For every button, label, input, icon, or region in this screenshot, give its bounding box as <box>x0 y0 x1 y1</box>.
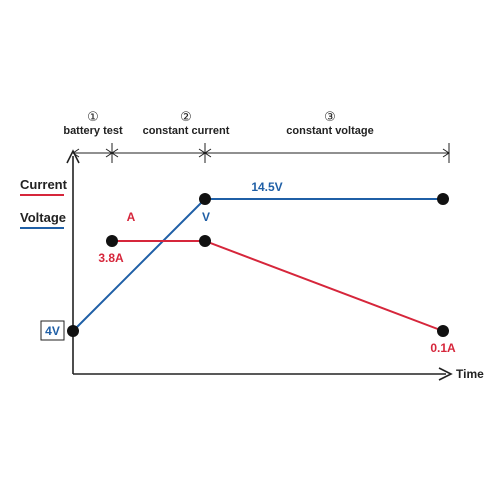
legend-current-label: Current <box>20 177 68 192</box>
phase-2-number: ② <box>180 109 192 124</box>
start-voltage-box <box>40 320 65 341</box>
y-axis-arrow <box>66 149 80 164</box>
point-current-start <box>106 235 118 247</box>
phase-2-label: constant current <box>143 125 230 137</box>
phase-1-label: battery test <box>63 125 123 137</box>
current-unit-label: A <box>127 210 136 224</box>
point-current-end <box>437 325 449 337</box>
phase-arrow-start <box>72 148 80 158</box>
start-voltage-label: 4V <box>45 324 60 338</box>
phase-3-label: constant voltage <box>286 125 373 137</box>
point-voltage-cv-start <box>199 193 211 205</box>
point-current-cc-end <box>199 235 211 247</box>
phase-arrow-1-right <box>111 148 119 158</box>
current-line <box>112 240 444 332</box>
end-current-label: 0.1A <box>430 341 456 355</box>
phase-arrow-2-right <box>204 148 212 158</box>
phase-1-number: ① <box>87 109 99 124</box>
current-value-label: 3.8A <box>98 251 124 265</box>
point-voltage-end <box>437 193 449 205</box>
voltage-unit-label: V <box>202 210 210 224</box>
x-axis-arrow <box>438 367 453 381</box>
voltage-value-label: 14.5V <box>251 180 282 194</box>
phase-arrow-end <box>442 148 450 158</box>
legend-voltage-label: Voltage <box>20 210 66 225</box>
phase-3-number: ③ <box>324 109 336 124</box>
point-voltage-start <box>67 325 79 337</box>
x-axis-label: Time <box>456 367 484 381</box>
